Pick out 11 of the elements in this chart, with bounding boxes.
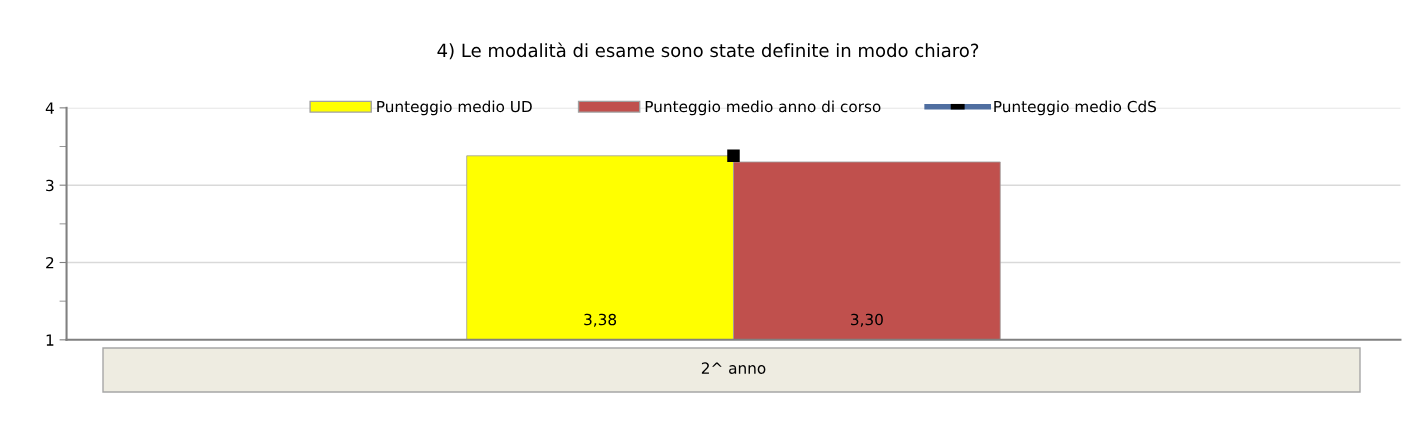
- y-tick-label: 2: [46, 256, 54, 269]
- legend-label: Punteggio medio UD: [377, 100, 532, 116]
- data-label: 3,30: [851, 313, 883, 327]
- y-tick-label: 4: [45, 102, 54, 114]
- data-label: 3,38: [584, 313, 617, 327]
- legend-label: Punteggio medio CdS: [994, 100, 1157, 116]
- chart-title: 4) Le modalità di esame sono state definite in modo chiaro?: [437, 42, 979, 60]
- legend-label: Punteggio medio anno di corso: [645, 100, 881, 116]
- y-tick-label: 1: [46, 334, 54, 346]
- y-tick-label: 3: [46, 179, 54, 192]
- x-tick-label: 2^ anno: [701, 362, 766, 374]
